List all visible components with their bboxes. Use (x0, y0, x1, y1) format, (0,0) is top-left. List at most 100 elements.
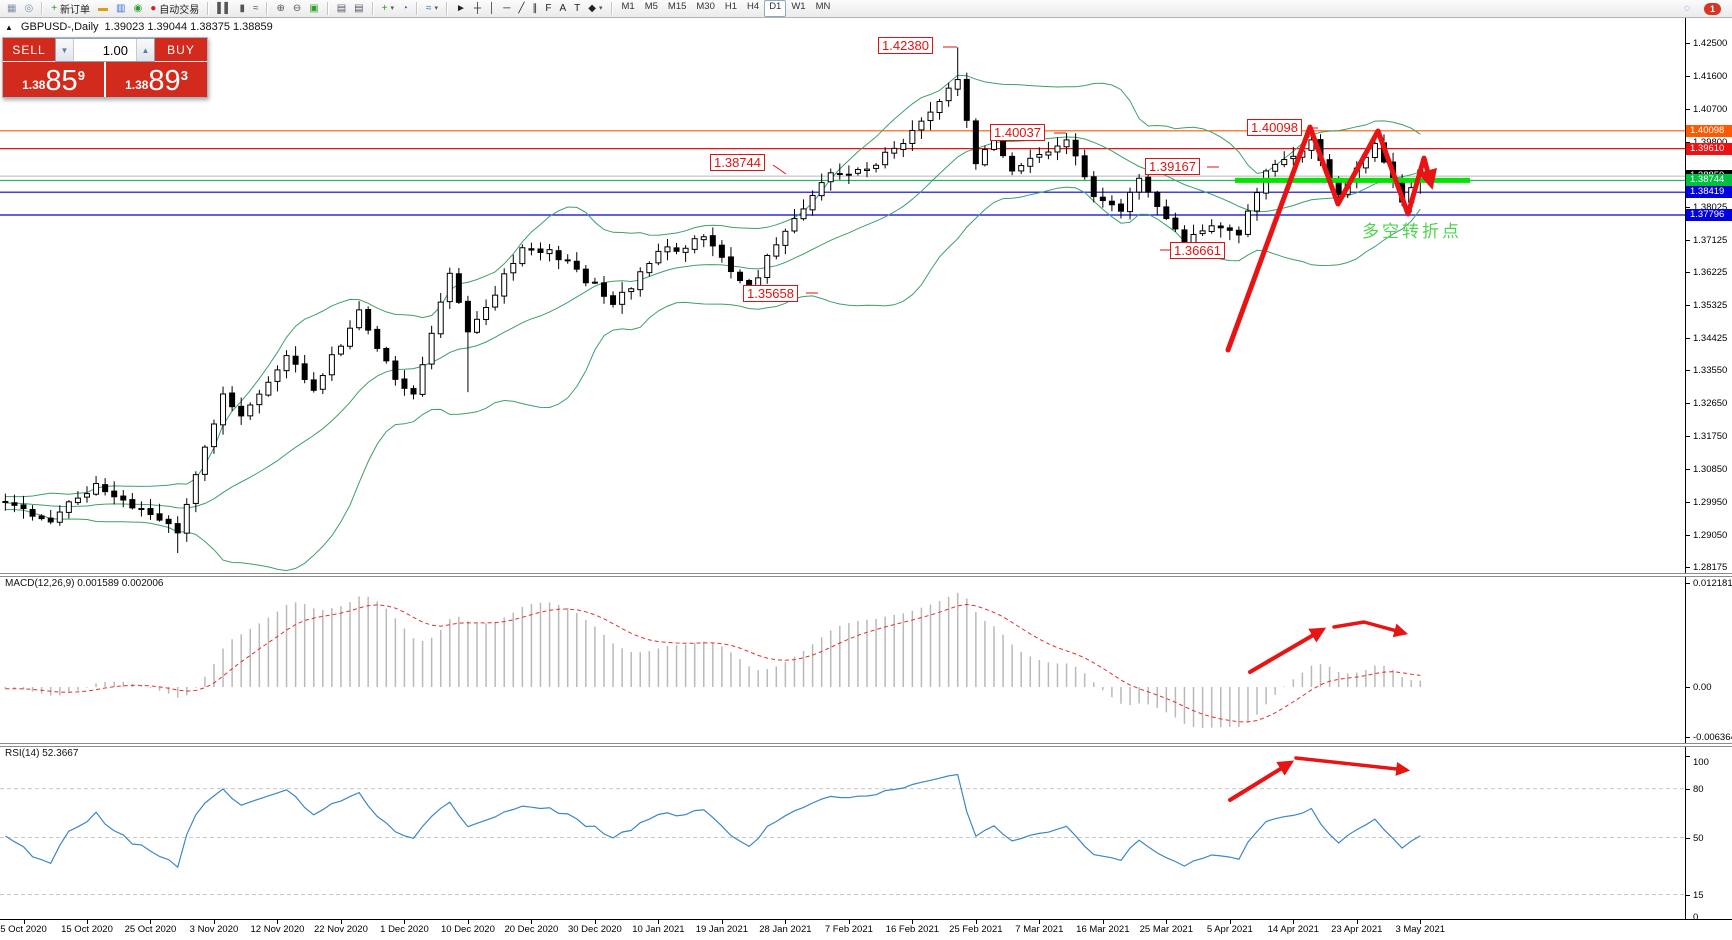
price-chart-panel[interactable] (0, 18, 1686, 573)
panel-divider-rsi[interactable] (0, 743, 1732, 747)
candle-bear (174, 523, 181, 534)
rsi-panel[interactable] (0, 746, 1686, 919)
date-tick (1039, 920, 1041, 924)
price-tick (1686, 566, 1690, 568)
date-tick (912, 920, 914, 924)
toolbar-separator (207, 2, 210, 15)
new-order-button[interactable]: + 新订单 (47, 0, 94, 17)
date-label: 30 Dec 2020 (567, 924, 622, 935)
timeframe-button-m1[interactable]: M1 (621, 1, 635, 12)
sell-price[interactable]: 1.38 85 9 (3, 62, 104, 97)
text-button[interactable]: A (556, 0, 571, 17)
date-tick (1356, 920, 1358, 924)
line-chart-type-icon: ≈ (252, 3, 259, 14)
timeframe-button-d1[interactable]: D1 (764, 0, 787, 17)
indicators-button[interactable]: ≈ ▾ (422, 0, 442, 17)
clock-icon: ◔ (401, 3, 408, 14)
fibonacci-button[interactable]: F (541, 0, 555, 17)
date-tick (1102, 920, 1104, 924)
candle-bear (1181, 229, 1188, 243)
autoscroll-button[interactable]: ▤ (350, 0, 367, 17)
price-callout-label[interactable]: 1.38744 (710, 154, 765, 171)
clock-button[interactable]: ◔ (398, 0, 412, 17)
line-chart-type-button[interactable]: ≈ (249, 0, 263, 17)
shapes-button[interactable]: ◆ ▾ (584, 0, 606, 17)
zoom-out-icon: ⊖ (292, 3, 302, 14)
date-axis[interactable]: 5 Oct 2020 15 Oct 2020 25 Oct 2020 3 Nov 20… (0, 919, 1732, 940)
candle-bull (319, 375, 326, 390)
cursor-button[interactable]: ► (452, 0, 470, 17)
volume-decrease-button[interactable]: ▼ (56, 39, 74, 61)
shift-end-button[interactable]: ▤ (333, 0, 350, 17)
trendline-button[interactable]: ╱ (514, 0, 528, 17)
label-icon: T (574, 3, 581, 14)
notifications-icon[interactable]: 1 (1700, 0, 1725, 17)
candle-bull (510, 262, 517, 274)
price-tick (1686, 468, 1690, 470)
volume-increase-button[interactable]: ▲ (136, 39, 154, 61)
date-label: 1 Dec 2020 (380, 924, 429, 935)
price-callout-label[interactable]: 1.36661 (1170, 242, 1225, 259)
panel-divider-macd[interactable] (0, 573, 1732, 577)
horizontal-line-button[interactable]: ─ (499, 0, 514, 17)
chart-window-button[interactable]: ▦ (3, 0, 20, 17)
candle-bull (1036, 154, 1043, 158)
candle-bull (1027, 157, 1034, 167)
zoom-out-button[interactable]: ⊖ (289, 0, 305, 17)
candle-bear (555, 250, 562, 261)
timeframe-button-h1[interactable]: H1 (724, 1, 738, 12)
zoom-window-button[interactable]: ◎ (20, 0, 37, 17)
auto-trading-button[interactable]: ● 自动交易 (146, 0, 203, 17)
buy-price[interactable]: 1.38 89 3 (106, 62, 207, 97)
price-tick (1686, 403, 1690, 405)
date-tick (531, 920, 533, 924)
channel-button[interactable]: ∥ (528, 0, 541, 17)
candle-bull (691, 238, 698, 250)
candle-bull (428, 332, 435, 365)
price-callout-label[interactable]: 1.40098 (1247, 119, 1302, 136)
price-axis[interactable]: 1.42500 1.41600 1.40700 1.39800 1.38025 1.371… (1685, 18, 1732, 923)
timeframe-button-m5[interactable]: M5 (644, 1, 658, 12)
crosshair-button[interactable]: ┼ (470, 0, 485, 17)
price-callout-label[interactable]: 1.35658 (743, 285, 798, 302)
price-callout-label[interactable]: 1.42380 (878, 37, 933, 54)
label-button[interactable]: T (570, 0, 584, 17)
sell-button[interactable]: SELL (3, 38, 55, 62)
volume-input[interactable]: 1.00 (102, 42, 128, 58)
candle-bear (1172, 217, 1179, 230)
gold-button[interactable]: ▬ (94, 0, 112, 17)
vertical-line-button[interactable]: │ (485, 0, 499, 17)
buy-button[interactable]: BUY (155, 38, 207, 62)
price-callout-label[interactable]: 1.39167 (1145, 158, 1200, 175)
rsi-tick-label: 50 (1693, 832, 1704, 844)
candle-bull (1344, 179, 1351, 195)
toolbar-separator (266, 2, 269, 15)
chevron-down-icon: ▾ (598, 5, 603, 12)
candle-bull (1136, 177, 1143, 193)
price-callout-label[interactable]: 1.40037 (990, 124, 1045, 141)
date-label: 16 Feb 2021 (885, 924, 940, 935)
search-icon[interactable]: ◌ (1684, 3, 1690, 14)
panel-collapse-arrow[interactable]: ▲ (5, 22, 13, 32)
timeframe-button-mn[interactable]: MN (815, 1, 831, 12)
date-label: 12 Nov 2020 (250, 924, 305, 935)
macd-panel[interactable] (0, 576, 1686, 743)
timeframe-button-w1[interactable]: W1 (791, 1, 806, 12)
date-label: 5 Apr 2021 (1206, 924, 1253, 935)
turning-point-annotation[interactable]: 多空转折点 (1362, 222, 1462, 241)
price-tick-label: 1.36225 (1693, 267, 1728, 279)
chevron-down-icon: ▾ (390, 5, 394, 12)
bar-chart-type-button[interactable]: ▌▌ (213, 0, 235, 17)
tile-windows-button[interactable]: ▣ (305, 0, 322, 17)
signal-button[interactable]: ◉ (129, 0, 146, 17)
new-chart-button[interactable]: + ▾ (378, 0, 398, 17)
timeframe-button-m30[interactable]: M30 (696, 1, 715, 12)
candlestick-type-button[interactable]: ▮ (235, 0, 249, 17)
toolbar-separator (41, 2, 44, 15)
zoom-in-button[interactable]: ⊕ (272, 0, 288, 17)
market-depth-button[interactable]: ▥ (112, 0, 129, 17)
timeframe-button-m15[interactable]: M15 (667, 1, 687, 12)
timeframe-button-h4[interactable]: H4 (747, 1, 760, 12)
price-tick-label: 1.42500 (1693, 38, 1728, 49)
candle-bull (1353, 167, 1360, 182)
